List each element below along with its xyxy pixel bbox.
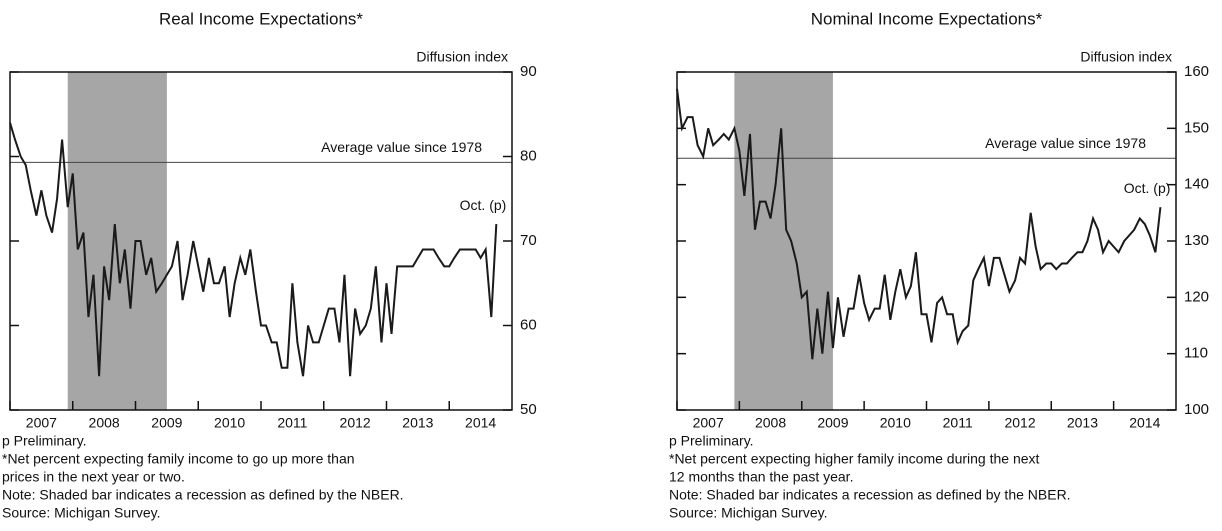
x-tick-label: 2011 xyxy=(943,415,973,431)
y-tick-label: 70 xyxy=(520,232,537,249)
recession-shade xyxy=(734,72,833,410)
y-tick-label: 130 xyxy=(1184,232,1209,249)
y-tick-label: 60 xyxy=(520,316,537,333)
x-tick-label: 2007 xyxy=(693,415,724,431)
data-line xyxy=(676,88,1162,360)
x-tick-label: 2009 xyxy=(151,415,182,431)
x-tick-label: 2012 xyxy=(1004,415,1035,431)
y-tick-label: 50 xyxy=(520,401,537,418)
footnote: Source: Michigan Survey. xyxy=(2,505,160,521)
y-tick-label: 160 xyxy=(1184,63,1209,80)
x-tick-label: 2007 xyxy=(26,415,57,431)
y-tick-label: 150 xyxy=(1184,119,1209,136)
x-tick-label: 2011 xyxy=(277,415,307,431)
data-line xyxy=(9,122,498,377)
y-tick-label: 90 xyxy=(520,63,537,80)
x-tick-label: 2013 xyxy=(402,415,433,431)
x-tick-label: 2010 xyxy=(214,415,245,431)
x-tick-label: 2010 xyxy=(880,415,911,431)
footnote: *Net percent expecting higher family inc… xyxy=(669,451,1040,467)
x-tick-label: 2009 xyxy=(817,415,848,431)
x-tick-label: 2013 xyxy=(1067,415,1098,431)
y-tick-label: 140 xyxy=(1184,176,1209,193)
y-tick-label: 120 xyxy=(1184,288,1209,305)
x-tick-label: 2008 xyxy=(89,415,120,431)
chart-title: Real Income Expectations* xyxy=(159,9,363,28)
footnote: Note: Shaded bar indicates a recession a… xyxy=(669,487,1071,503)
end-label: Oct. (p) xyxy=(1124,180,1171,196)
recession-shade xyxy=(67,72,167,410)
x-tick-label: 2014 xyxy=(1129,415,1160,431)
footnote: p Preliminary. xyxy=(2,433,87,449)
footnote: Note: Shaded bar indicates a recession a… xyxy=(2,487,404,503)
footnote: Source: Michigan Survey. xyxy=(669,505,827,521)
x-tick-label: 2012 xyxy=(340,415,371,431)
y-tick-label: 80 xyxy=(520,147,537,164)
end-label: Oct. (p) xyxy=(460,197,507,213)
y-tick-label: 100 xyxy=(1184,401,1209,418)
average-label: Average value since 1978 xyxy=(321,139,482,155)
x-tick-label: 2008 xyxy=(755,415,786,431)
x-tick-label: 2014 xyxy=(465,415,496,431)
y-tick-label: 110 xyxy=(1184,345,1208,362)
footnote: p Preliminary. xyxy=(669,433,754,449)
y-axis-label: Diffusion index xyxy=(1080,49,1172,65)
chart-title: Nominal Income Expectations* xyxy=(811,9,1043,28)
footnote: *Net percent expecting family income to … xyxy=(2,451,355,467)
y-axis-label: Diffusion index xyxy=(416,49,508,65)
footnote: 12 months than the past year. xyxy=(669,469,853,485)
average-label: Average value since 1978 xyxy=(985,135,1146,151)
footnote: prices in the next year or two. xyxy=(2,469,185,485)
